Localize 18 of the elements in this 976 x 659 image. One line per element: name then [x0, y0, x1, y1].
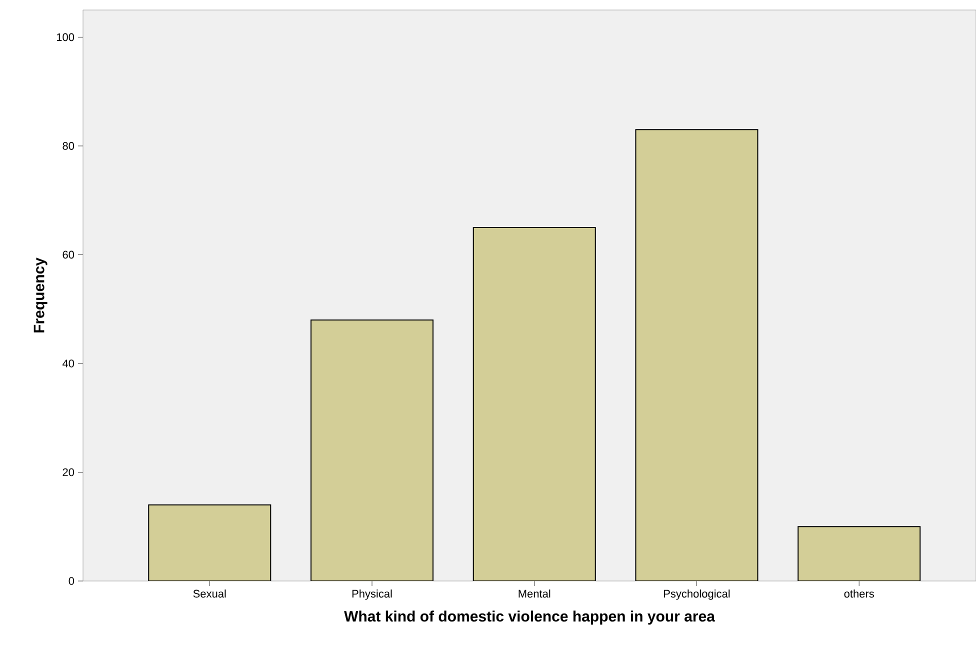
x-tick-label: others [844, 590, 874, 598]
bar [148, 504, 272, 581]
y-tick-label: 0 [68, 577, 74, 585]
y-tick-label: 100 [56, 33, 74, 42]
y-tick-label: 40 [62, 360, 74, 368]
y-tick-label: 80 [62, 142, 74, 150]
bar [311, 320, 434, 581]
bar [472, 227, 596, 581]
x-tick-label: Psychological [664, 590, 730, 600]
x-axis-title: What kind of domestic violence happen in your area [344, 610, 716, 625]
x-tick-label: Physical [352, 590, 392, 600]
y-axis-title: Frequency [34, 258, 48, 332]
x-tick-label: Sexual [193, 590, 226, 598]
y-tick-label: 20 [62, 468, 74, 476]
bar [798, 526, 921, 581]
y-tick-label: 60 [62, 250, 74, 259]
bar [635, 129, 758, 581]
x-tick-label: Mental [518, 590, 550, 598]
